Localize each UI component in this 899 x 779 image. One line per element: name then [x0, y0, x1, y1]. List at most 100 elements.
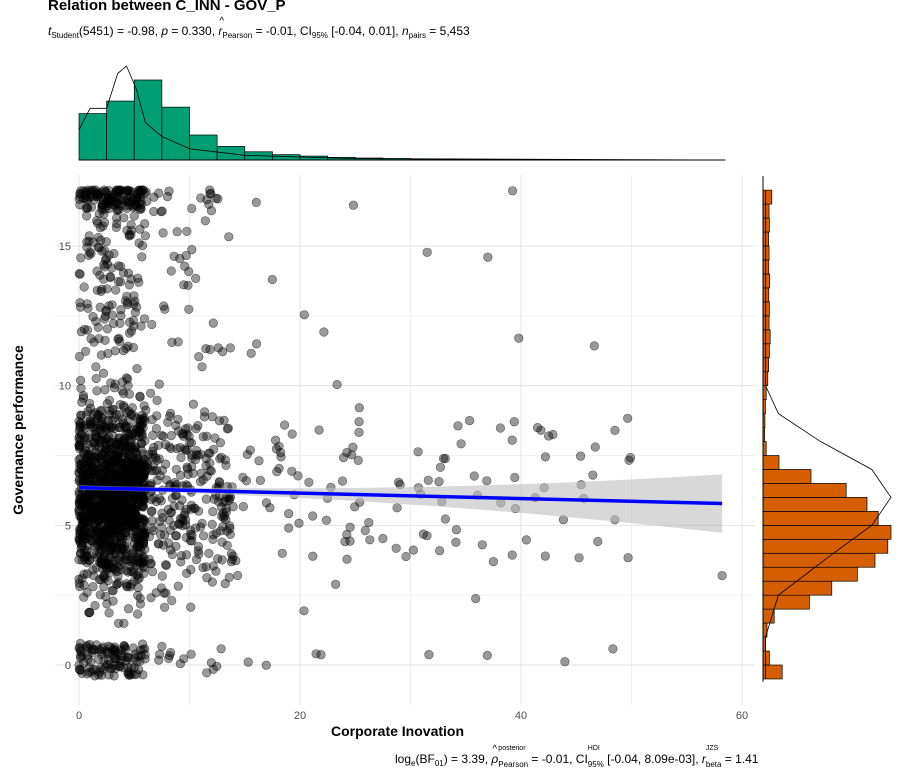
data-point — [177, 495, 187, 505]
data-point — [87, 461, 97, 471]
data-point — [84, 662, 94, 673]
data-point — [198, 562, 208, 573]
data-point — [238, 501, 248, 512]
data-point — [75, 638, 85, 649]
data-point — [100, 335, 110, 345]
data-point — [624, 455, 634, 465]
data-point — [113, 618, 124, 628]
data-point — [75, 200, 85, 210]
chart-title: Relation between C_INN - GOV_P — [48, 0, 286, 14]
data-point — [507, 186, 518, 196]
data-point — [82, 640, 92, 651]
p-label: p — [161, 24, 168, 38]
data-point — [115, 337, 125, 347]
data-point — [251, 197, 261, 207]
x-marginal-histogram — [78, 65, 726, 161]
y-hist-bar — [762, 217, 770, 233]
data-point — [103, 466, 113, 477]
data-point — [294, 518, 304, 528]
data-point — [88, 312, 98, 322]
data-point — [267, 274, 277, 285]
data-point — [156, 430, 167, 440]
data-point — [574, 553, 584, 563]
data-point — [348, 200, 359, 210]
data-point — [482, 476, 492, 486]
data-point — [422, 247, 432, 257]
data-point — [111, 495, 121, 505]
x-density-curve — [78, 65, 720, 161]
data-point — [308, 551, 318, 561]
ci-sub: 95% — [311, 31, 328, 40]
data-point — [271, 435, 281, 445]
data-point — [123, 604, 134, 614]
x-axis-label: Corporate Inovation — [331, 723, 465, 739]
data-point — [100, 262, 110, 272]
x-tick-label: 20 — [294, 710, 306, 722]
data-point — [608, 644, 618, 654]
data-point — [154, 454, 164, 464]
data-point — [287, 466, 297, 476]
data-point — [147, 567, 158, 577]
data-point — [123, 504, 133, 514]
data-point — [105, 410, 115, 420]
data-point — [205, 189, 215, 199]
y-hist-bar — [762, 301, 770, 317]
data-point — [104, 432, 114, 442]
data-point — [103, 513, 114, 524]
data-point — [79, 569, 89, 579]
data-point — [231, 556, 241, 566]
data-point — [451, 525, 462, 535]
data-point — [93, 433, 103, 443]
data-point — [540, 551, 550, 561]
data-point — [507, 550, 517, 560]
data-point — [589, 341, 599, 351]
data-point — [126, 230, 136, 240]
data-point — [434, 477, 444, 487]
data-point — [98, 525, 108, 536]
y-tick-label: 0 — [65, 660, 71, 672]
y-hist-bar — [762, 329, 771, 345]
data-point — [166, 431, 176, 441]
data-point — [544, 431, 554, 441]
data-point — [171, 531, 182, 541]
data-point — [107, 300, 117, 310]
t-rest: (5451) = -0.98, — [78, 24, 162, 38]
data-point — [114, 333, 124, 343]
p-rest: = 0.330, — [168, 24, 219, 38]
data-point — [124, 389, 134, 399]
data-point — [287, 429, 297, 439]
data-point — [215, 438, 225, 448]
data-point — [119, 546, 129, 556]
data-point — [252, 339, 262, 349]
y-tick-label: 10 — [59, 381, 71, 393]
data-point — [354, 403, 364, 413]
data-point — [196, 193, 206, 203]
data-point — [482, 650, 492, 661]
data-point — [378, 533, 388, 544]
y-hist-bar — [762, 273, 771, 289]
data-point — [471, 593, 481, 604]
data-point — [103, 478, 113, 488]
data-point — [456, 439, 466, 449]
x-hist-bar — [272, 154, 301, 161]
data-point — [125, 582, 135, 592]
data-point — [206, 206, 216, 216]
data-point — [84, 398, 95, 408]
data-point — [105, 543, 116, 553]
data-point — [131, 649, 141, 659]
data-point — [104, 185, 114, 196]
data-point — [93, 242, 103, 252]
r-beta-sup: JZS — [705, 745, 719, 752]
data-point — [347, 450, 357, 460]
data-point — [138, 185, 148, 195]
data-point — [214, 477, 225, 488]
x-hist-bar — [189, 134, 218, 161]
data-point — [175, 443, 185, 453]
data-point — [74, 443, 84, 454]
data-point — [717, 571, 727, 581]
data-point — [138, 639, 148, 649]
data-point — [147, 319, 157, 330]
data-point — [78, 519, 88, 529]
